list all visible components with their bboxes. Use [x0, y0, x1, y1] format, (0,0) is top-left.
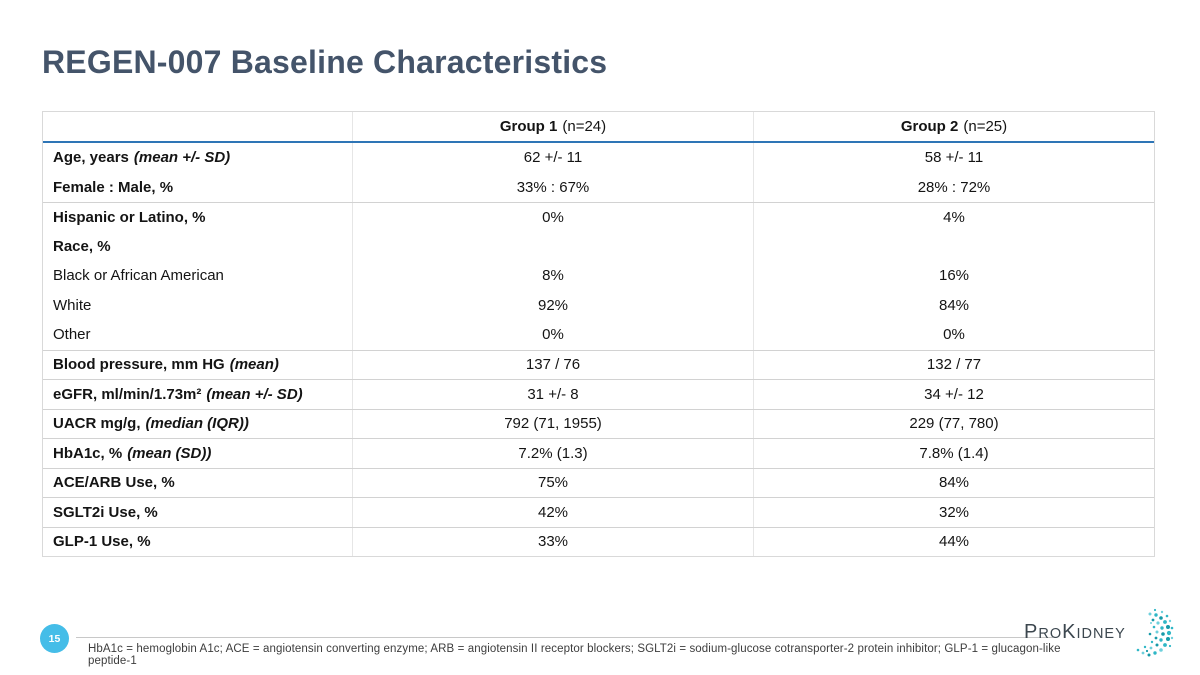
group2-value: 84% [753, 290, 1154, 320]
group2-value: 132 / 77 [753, 350, 1154, 379]
logo-letters: IDNEY [1076, 626, 1126, 642]
group1-value: 8% [352, 261, 753, 291]
row-label-note: (median (IQR)) [145, 415, 249, 433]
row-label: White [53, 296, 92, 314]
group1-n: (n=24) [562, 118, 607, 135]
prokidney-logo: PROKIDNEY [1024, 608, 1174, 664]
logo-letters: RO [1038, 626, 1063, 642]
table-row: ACE/ARB Use, % 75% 84% [43, 467, 1154, 497]
group2-value: 0% [753, 320, 1154, 350]
table-row: Female : Male, % 33% : 67% 28% : 72% [43, 172, 1154, 202]
row-label: Hispanic or Latino, % [53, 208, 206, 226]
logo-letter: P [1024, 621, 1039, 643]
group2-n: (n=25) [963, 118, 1008, 135]
group2-value: 84% [753, 468, 1154, 497]
row-label: HbA1c, % [53, 444, 123, 462]
group1-value: 137 / 76 [352, 350, 753, 379]
baseline-characteristics-table: Group 1 (n=24) Group 2 (n=25) Age, years… [42, 111, 1155, 557]
row-label: ACE/ARB Use, % [53, 474, 175, 492]
table-row: Blood pressure, mm HG (mean) 137 / 76 132… [43, 349, 1154, 379]
page-title: REGEN-007 Baseline Characteristics [42, 44, 608, 80]
table-row: Race, % [43, 231, 1154, 261]
group2-value: 34 +/- 12 [753, 380, 1154, 409]
group2-value: 28% : 72% [753, 172, 1154, 202]
row-label: Race, % [53, 237, 111, 255]
row-label: Age, years [53, 149, 129, 167]
table-row: GLP-1 Use, % 33% 44% [43, 526, 1154, 556]
group2-value: 32% [753, 498, 1154, 527]
row-label: SGLT2i Use, % [53, 503, 158, 521]
group1-label: Group 1 [499, 118, 558, 135]
row-label-note: (mean (SD)) [127, 444, 212, 462]
footnote-abbreviations: HbA1c = hemoglobin A1c; ACE = angiotensi… [88, 643, 1061, 667]
group1-value: 42% [352, 498, 753, 527]
table-row: Black or African American 8% 16% [43, 261, 1154, 291]
footer-divider [76, 637, 1053, 638]
group2-value: 58 +/- 11 [753, 143, 1154, 173]
group1-value: 31 +/- 8 [352, 380, 753, 409]
group1-value: 7.2% (1.3) [352, 439, 753, 468]
group1-value: 33% : 67% [352, 172, 753, 202]
group2-value: 7.8% (1.4) [753, 439, 1154, 468]
group2-value: 44% [753, 527, 1154, 556]
group2-label: Group 2 [900, 118, 959, 135]
group2-value: 16% [753, 261, 1154, 291]
prokidney-dots-icon [1136, 608, 1174, 657]
row-label: Other [53, 326, 91, 344]
header-empty-cell [43, 112, 352, 141]
row-label: Female : Male, % [53, 178, 174, 196]
row-label: Black or African American [53, 267, 224, 285]
page-number: 15 [48, 632, 61, 645]
group1-value: 33% [352, 527, 753, 556]
table-row: eGFR, ml/min/1.73m² (mean +/- SD) 31 +/- … [43, 379, 1154, 409]
row-label: eGFR, ml/min/1.73m² [53, 385, 202, 403]
table-row: SGLT2i Use, % 42% 32% [43, 497, 1154, 527]
group1-value: 62 +/- 11 [352, 143, 753, 173]
group1-value: 792 (71, 1955) [352, 409, 753, 438]
header-group2-cell: Group 2 (n=25) [753, 112, 1154, 141]
table-row: White 92% 84% [43, 290, 1154, 320]
group1-value: 0% [352, 320, 753, 350]
row-label: GLP-1 Use, % [53, 533, 151, 551]
table-row: Hispanic or Latino, % 0% 4% [43, 202, 1154, 232]
table-row: Other 0% 0% [43, 320, 1154, 350]
table-header-row: Group 1 (n=24) Group 2 (n=25) [43, 112, 1154, 143]
prokidney-logo-text: PROKIDNEY [1024, 621, 1126, 644]
row-label-note: (mean) [229, 356, 279, 374]
header-group1-cell: Group 1 (n=24) [352, 112, 753, 141]
table-row: Age, years (mean +/- SD) 62 +/- 11 58 +/-… [43, 143, 1154, 173]
row-label: UACR mg/g, [53, 415, 141, 433]
group1-value: 92% [352, 290, 753, 320]
row-label-note: (mean +/- SD) [206, 385, 303, 403]
group2-value [753, 231, 1154, 261]
table-row: HbA1c, % (mean (SD)) 7.2% (1.3) 7.8% (1.4… [43, 438, 1154, 468]
page-number-badge: 15 [40, 624, 69, 653]
group1-value: 75% [352, 468, 753, 497]
group1-value [352, 231, 753, 261]
group2-value: 4% [753, 203, 1154, 232]
group1-value: 0% [352, 203, 753, 232]
row-label-note: (mean +/- SD) [133, 149, 231, 167]
logo-letter: K [1062, 621, 1077, 643]
group2-value: 229 (77, 780) [753, 409, 1154, 438]
table-row: UACR mg/g, (median (IQR)) 792 (71, 1955) … [43, 408, 1154, 438]
row-label: Blood pressure, mm HG [53, 356, 225, 374]
